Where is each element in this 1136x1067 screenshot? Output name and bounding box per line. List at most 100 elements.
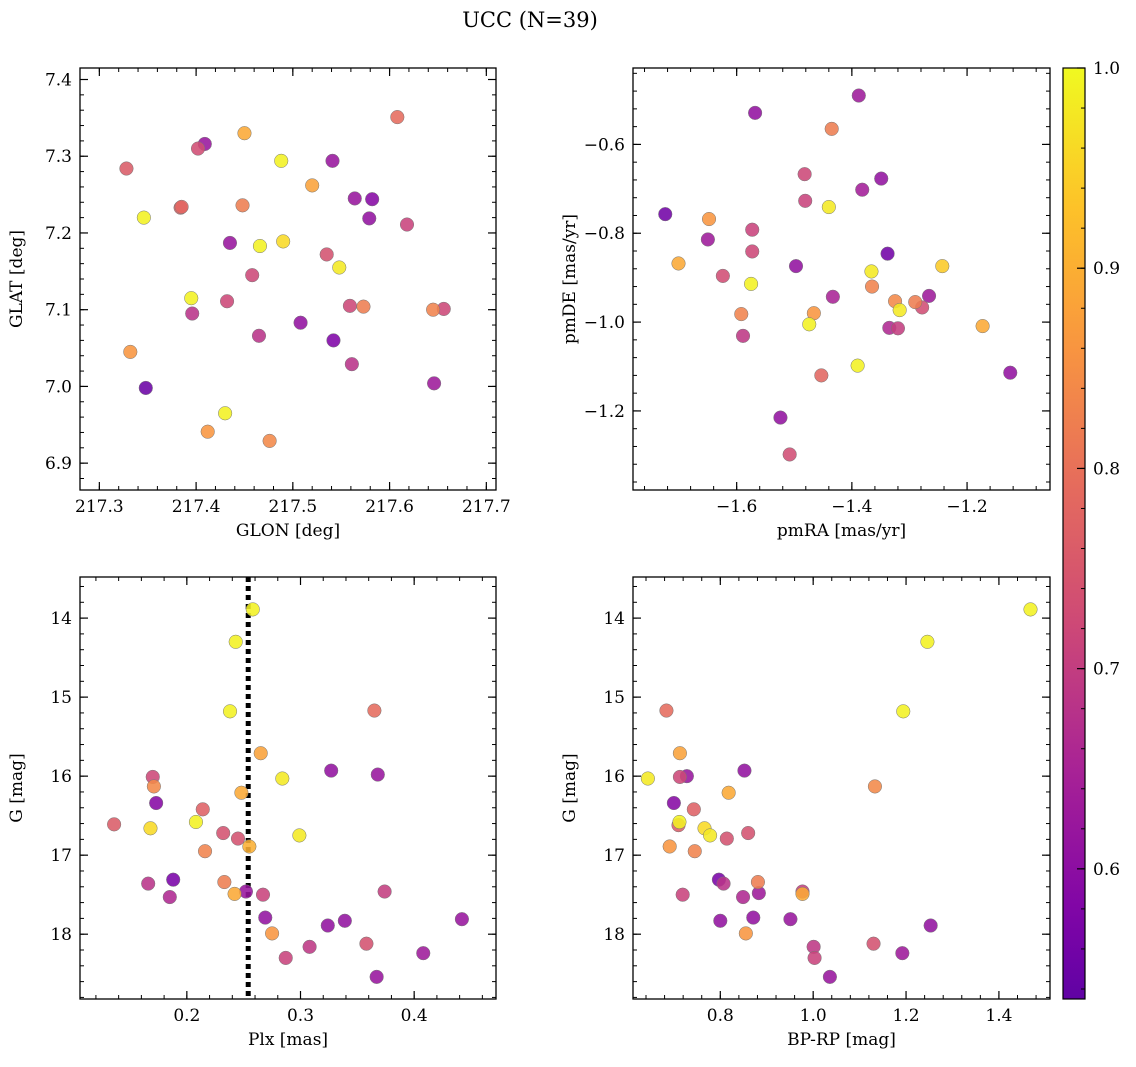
scatter-point: [242, 839, 257, 854]
y-tick-label: 18: [603, 925, 625, 945]
scatter-point: [136, 210, 151, 225]
scatter-point: [686, 802, 701, 817]
scatter-point: [666, 795, 681, 811]
scatter-point: [716, 876, 731, 891]
scatter-point: [251, 328, 267, 343]
scatter-point: [359, 936, 374, 951]
x-axis-label: BP-RP [mag]: [787, 1030, 896, 1050]
scatter-point: [890, 321, 905, 336]
scatter-point: [149, 795, 164, 811]
scatter-point: [741, 825, 756, 841]
y-tick-label: 16: [603, 767, 625, 787]
scatter-point: [305, 178, 320, 193]
y-tick-label: 17: [50, 846, 72, 866]
x-tick-label: 1.0: [800, 1006, 827, 1026]
scatter-point: [824, 121, 839, 136]
scatter-point: [235, 198, 250, 213]
scatter-point: [738, 926, 753, 941]
x-axis-label: pmRA [mas/yr]: [777, 521, 906, 541]
scatter-point: [640, 771, 655, 786]
scatter-point: [252, 238, 267, 254]
x-tick-label: 0.4: [401, 1006, 428, 1026]
panel-1: 217.3 217.4 217.5 217.6 217.7 6.9 7.0 7.1 7.2 7.3…: [7, 67, 511, 541]
scatter-point: [921, 288, 937, 303]
y-tick-label: 15: [50, 688, 72, 708]
scatter-point: [416, 946, 431, 961]
scatter-point: [222, 704, 238, 719]
x-axis-label: Plx [mas]: [248, 1030, 328, 1050]
scatter-point: [672, 769, 687, 784]
scatter-point: [369, 969, 384, 984]
scatter-point: [864, 279, 880, 294]
scatter-point: [1023, 602, 1038, 617]
colorbar-tick-label: 0.8: [1093, 459, 1120, 479]
y-axis-label: G [mag]: [7, 753, 27, 822]
y-tick-label: −1.2: [584, 402, 625, 422]
scatter-point: [821, 199, 836, 215]
scatter-point: [920, 634, 935, 649]
y-tick-label: 7.2: [45, 224, 72, 244]
x-tick-label: 0.8: [707, 1006, 734, 1026]
scatter-point: [672, 814, 687, 830]
scatter-point: [245, 602, 260, 617]
scatter-point: [141, 876, 156, 891]
scatter-point: [253, 746, 268, 761]
scatter-point: [347, 191, 362, 206]
scatter-point: [228, 634, 243, 649]
scatter-point: [807, 950, 822, 965]
panel-3: 0.2 0.3 0.4 14 15 16 17 18 Plx [mas] G [mag]: [7, 576, 497, 1050]
scatter-point: [880, 246, 895, 261]
scatter-point: [795, 886, 810, 901]
x-tick-label: 217.4: [172, 497, 221, 517]
x-tick-label: 0.2: [173, 1006, 200, 1026]
y-tick-label: −0.8: [584, 224, 625, 244]
scatter-point: [782, 447, 797, 462]
scatter-point: [746, 910, 761, 925]
colorbar: 0.6 0.7 0.8 0.9 1.0: [1062, 59, 1120, 1000]
scatter-point: [744, 276, 759, 291]
scatter-point: [166, 872, 181, 887]
scatter-point: [1003, 365, 1018, 380]
scatter-point: [687, 844, 702, 859]
scatter-point: [162, 890, 177, 905]
scatter-point: [658, 207, 673, 222]
scatter-point: [320, 918, 335, 933]
scatter-point: [245, 268, 260, 283]
scatter-point: [908, 295, 923, 310]
scatter-point: [293, 315, 308, 330]
scatter-point: [274, 153, 289, 168]
y-tick-label: 7.3: [45, 147, 72, 167]
y-tick-label: 7.1: [45, 301, 72, 321]
scatter-point: [814, 368, 829, 383]
scatter-point: [797, 167, 812, 182]
panel-4: 0.8 1.0 1.2 1.4 14 15 16 17 18 BP-RP [mag] G [mag]: [560, 576, 1051, 1050]
scatter-point: [220, 294, 235, 309]
scatter-point: [390, 110, 405, 125]
scatter-point: [332, 260, 347, 275]
y-axis-label: pmDE [mas/yr]: [560, 214, 580, 344]
scatter-point: [719, 831, 734, 846]
scatter-point: [822, 969, 837, 984]
scatter-point: [325, 153, 340, 168]
y-tick-label: 17: [603, 846, 625, 866]
scatter-point: [324, 763, 339, 778]
scatter-point: [662, 839, 677, 854]
scatter-point: [426, 302, 441, 317]
scatter-point: [399, 217, 415, 232]
scatter-point: [197, 844, 213, 859]
scatter-point: [975, 319, 990, 334]
colorbar-tick-label: 1.0: [1093, 59, 1120, 79]
y-axis-label: GLAT [deg]: [7, 230, 27, 328]
x-tick-label: 217.6: [365, 497, 414, 517]
scatter-point: [736, 890, 751, 905]
scatter-point: [216, 825, 231, 841]
y-tick-label: 7.0: [45, 377, 72, 397]
scatter-point: [745, 244, 760, 259]
scatter-point: [342, 298, 357, 313]
x-tick-label: 217.3: [75, 497, 124, 517]
scatter-point: [174, 199, 189, 214]
y-tick-label: 18: [50, 925, 72, 945]
scatter-point: [230, 831, 246, 846]
scatter-point: [855, 182, 870, 197]
scatter-point: [195, 802, 210, 817]
